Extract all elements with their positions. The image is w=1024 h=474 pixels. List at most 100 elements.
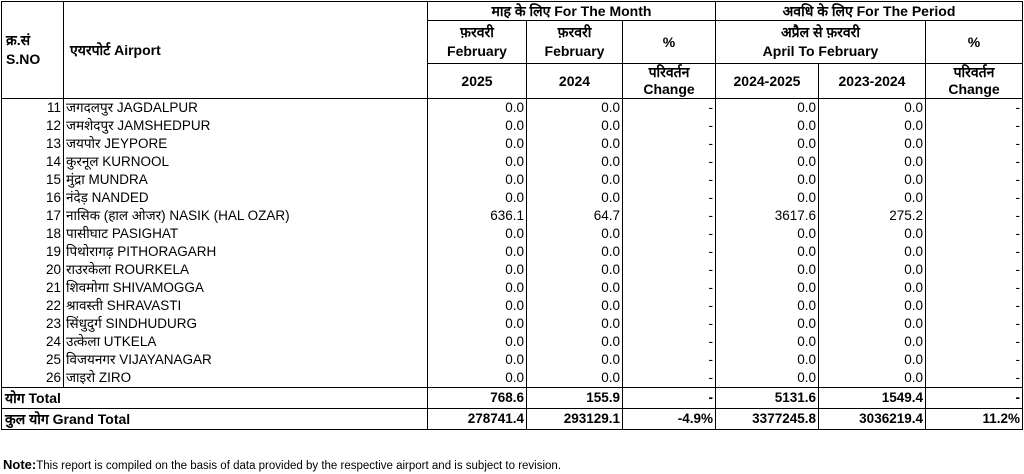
row-airport: विजयनगर VIJAYANAGAR (63, 351, 428, 369)
table-row: 26 जाइरो ZIRO 0.0 0.0-0.0 0.0- (1, 369, 1024, 388)
month-pct-header: % (622, 20, 716, 64)
table-row: 15 मुंद्रा MUNDRA 0.0 0.0-0.0 0.0- (1, 171, 1024, 189)
feb-2024-header: फ़रवरी February (526, 20, 623, 64)
sno-header-hi: क्र.सं (6, 32, 31, 48)
grand-total-feb-2024: 293129.1 (526, 408, 623, 430)
row-feb-2025: 0.0 (427, 351, 527, 369)
sno-header: क्र.सं S.NO (1, 1, 64, 99)
grand-total-period-2024-2025: 3377245.8 (715, 408, 819, 430)
table-row: 24 उत्केला UTKELA 0.0 0.0-0.0 0.0- (1, 333, 1024, 351)
row-period-2024-2025: 0.0 (715, 297, 819, 315)
row-feb-2025: 0.0 (427, 297, 527, 315)
row-airport: श्रावस्ती SHRAVASTI (63, 297, 428, 315)
row-month-change: - (622, 171, 716, 189)
table-row: 19 पिथोरागढ़ PITHORAGARH 0.0 0.0-0.0 0.0- (1, 243, 1024, 261)
period-group-header: अवधि के लिए For The Period (714, 1, 1024, 21)
row-airport: उत्केला UTKELA (63, 333, 428, 351)
row-feb-2024: 0.0 (526, 369, 623, 388)
row-feb-2025: 0.0 (427, 243, 527, 261)
row-period-2024-2025: 0.0 (715, 279, 819, 297)
year-2024-header: 2024 (526, 63, 623, 99)
grand-total-label: कुल योग Grand Total (1, 408, 428, 430)
row-period-change: - (924, 297, 1024, 315)
row-period-change: - (924, 225, 1024, 243)
row-feb-2025: 0.0 (427, 279, 527, 297)
grand-total-row: कुल योग Grand Total 278741.4 293129.1 -4… (1, 408, 1024, 430)
row-period-2023-2024: 0.0 (818, 261, 926, 279)
period-pct-header: % (924, 20, 1024, 64)
row-feb-2025: 0.0 (427, 189, 527, 207)
period-range-header: अप्रैल से फ़रवरी April To February (715, 20, 926, 64)
row-feb-2024: 0.0 (526, 117, 623, 135)
period-2024-2025-header: 2024-2025 (715, 63, 819, 99)
row-sno: 12 (1, 117, 64, 135)
row-sno: 22 (1, 297, 64, 315)
row-airport: शिवमोगा SHIVAMOGGA (63, 279, 428, 297)
row-period-2024-2025: 0.0 (715, 189, 819, 207)
row-month-change: - (622, 98, 716, 117)
row-feb-2025: 0.0 (427, 333, 527, 351)
row-period-2024-2025: 0.0 (715, 243, 819, 261)
row-feb-2024: 0.0 (526, 333, 623, 351)
total-period-2023-2024: 1549.4 (818, 387, 926, 409)
row-feb-2024: 0.0 (526, 243, 623, 261)
row-feb-2025: 0.0 (427, 171, 527, 189)
row-airport: कुरनूल KURNOOL (63, 153, 428, 171)
row-airport: जगदलपुर JAGDALPUR (63, 98, 428, 117)
row-period-2023-2024: 275.2 (818, 207, 926, 225)
row-period-2024-2025: 0.0 (715, 315, 819, 333)
row-feb-2025: 0.0 (427, 225, 527, 243)
row-month-change: - (622, 333, 716, 351)
row-period-2024-2025: 3617.6 (715, 207, 819, 225)
table-header: क्र.सं S.NO एयरपोर्ट Airport माह के लिए … (1, 1, 1024, 99)
row-feb-2024: 0.0 (526, 225, 623, 243)
row-period-change: - (924, 261, 1024, 279)
total-feb-2025: 768.6 (427, 387, 527, 409)
feb-2024-header-en: February (544, 43, 605, 59)
row-sno: 24 (1, 333, 64, 351)
row-period-2023-2024: 0.0 (818, 117, 926, 135)
year-2025-header: 2025 (427, 63, 527, 99)
row-sno: 14 (1, 153, 64, 171)
total-period-2024-2025: 5131.6 (715, 387, 819, 409)
row-period-change: - (924, 351, 1024, 369)
row-month-change: - (622, 117, 716, 135)
grand-total-period-change: 11.2% (924, 408, 1024, 430)
row-feb-2025: 0.0 (427, 98, 527, 117)
row-month-change: - (622, 189, 716, 207)
row-month-change: - (622, 207, 716, 225)
total-period-change: - (924, 387, 1024, 409)
row-month-change: - (622, 315, 716, 333)
footnote-text: This report is compiled on the basis of … (36, 460, 562, 472)
row-period-2023-2024: 0.0 (818, 333, 926, 351)
row-airport: पिथोरागढ़ PITHORAGARH (63, 243, 428, 261)
row-period-2023-2024: 0.0 (818, 135, 926, 153)
row-period-change: - (924, 207, 1024, 225)
row-airport: राउरकेला ROURKELA (63, 261, 428, 279)
row-feb-2025: 0.0 (427, 315, 527, 333)
row-period-2023-2024: 0.0 (818, 153, 926, 171)
table-row: 16 नंदेड़ NANDED 0.0 0.0-0.0 0.0- (1, 189, 1024, 207)
row-sno: 16 (1, 189, 64, 207)
row-period-change: - (924, 135, 1024, 153)
sno-header-en: S.NO (6, 51, 41, 67)
total-row: योग Total 768.6 155.9 - 5131.6 1549.4 - (1, 387, 1024, 409)
row-feb-2024: 64.7 (526, 207, 623, 225)
row-period-change: - (924, 189, 1024, 207)
grand-total-period-2023-2024: 3036219.4 (818, 408, 926, 430)
month-group-header: माह के लिए For The Month (427, 1, 716, 21)
table-totals: योग Total 768.6 155.9 - 5131.6 1549.4 - … (1, 387, 1024, 430)
row-period-change: - (924, 98, 1024, 117)
row-period-2024-2025: 0.0 (715, 333, 819, 351)
row-feb-2025: 0.0 (427, 153, 527, 171)
table-row: 23 सिंधुदुर्ग SINDHUDURG 0.0 0.0-0.0 0.0- (1, 315, 1024, 333)
row-feb-2025: 636.1 (427, 207, 527, 225)
row-feb-2024: 0.0 (526, 261, 623, 279)
row-feb-2024: 0.0 (526, 279, 623, 297)
total-feb-2024: 155.9 (526, 387, 623, 409)
table-row: 22 श्रावस्ती SHRAVASTI 0.0 0.0-0.0 0.0- (1, 297, 1024, 315)
row-airport: नंदेड़ NANDED (63, 189, 428, 207)
row-airport: मुंद्रा MUNDRA (63, 171, 428, 189)
airport-header: एयरपोर्ट Airport (63, 1, 428, 99)
row-sno: 13 (1, 135, 64, 153)
